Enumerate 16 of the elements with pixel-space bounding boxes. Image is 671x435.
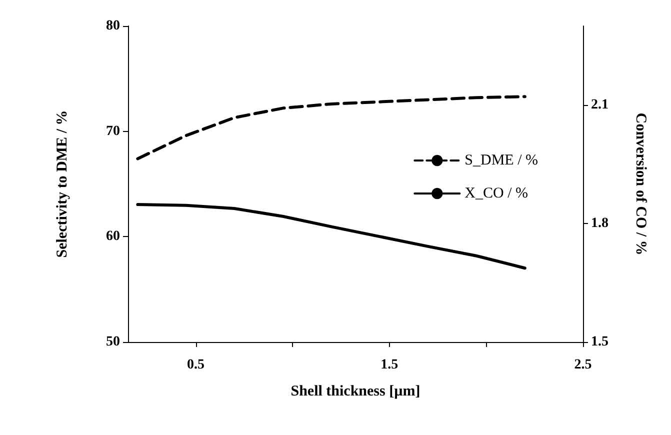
line-series bbox=[136, 203, 526, 270]
y2-tick-label: 1.8 bbox=[591, 216, 608, 231]
x-axis-title: Shell thickness [µm] bbox=[290, 384, 420, 400]
x-tick-label: 1.5 bbox=[380, 358, 398, 372]
x-tick-label: 0.5 bbox=[187, 358, 205, 372]
y-tick-label: 50 bbox=[106, 334, 120, 350]
y2-axis-title: Conversion of CO / % bbox=[632, 112, 648, 256]
y-axis-title: Selectivity to DME / % bbox=[54, 110, 70, 258]
y-tick-label: 70 bbox=[106, 124, 120, 139]
y-tick-label: 80 bbox=[106, 18, 120, 34]
y2-tick-label: 1.5 bbox=[591, 334, 608, 350]
y-tick-label: 60 bbox=[106, 229, 120, 244]
y2-tick-label: 2.1 bbox=[591, 98, 608, 112]
x-tick-label: 2.5 bbox=[574, 358, 592, 372]
legend-label: S_DME / % bbox=[464, 152, 538, 168]
legend-label: X_CO / % bbox=[464, 186, 528, 202]
